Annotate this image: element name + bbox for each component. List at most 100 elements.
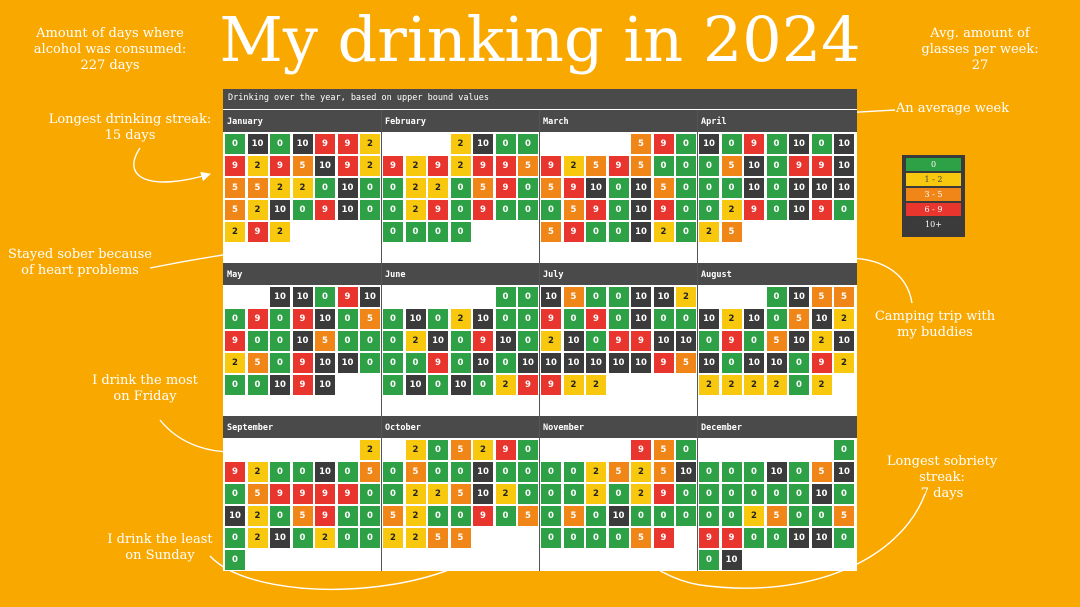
- day-cell: 0: [270, 331, 290, 351]
- day-cell: 0: [225, 528, 245, 548]
- day-cell: 5: [721, 156, 742, 176]
- day-cell: 0: [337, 528, 358, 548]
- day-cell: 9: [225, 331, 245, 351]
- annotation-line: An average week: [895, 101, 1010, 116]
- day-cell: 0: [789, 506, 809, 526]
- day-cell: 0: [608, 309, 629, 329]
- day-cell: 0: [225, 484, 245, 504]
- day-cell: 10: [608, 353, 629, 373]
- day-cell: 2: [631, 484, 651, 504]
- stat-line: alcohol was consumed:: [33, 42, 187, 57]
- day-cell: 0: [405, 353, 426, 373]
- day-cell: 0: [518, 309, 538, 329]
- day-cell: 0: [225, 134, 245, 154]
- day-cell: 9: [473, 156, 493, 176]
- day-cell: 10: [337, 178, 358, 198]
- day-cell: 5: [631, 156, 651, 176]
- day-cell: 0: [292, 462, 313, 482]
- day-cell: 0: [541, 484, 561, 504]
- day-cell: 0: [563, 528, 584, 548]
- day-cell: 9: [337, 484, 358, 504]
- day-cell: 0: [428, 440, 448, 460]
- day-cell: 10: [563, 353, 584, 373]
- day-cell: 0: [383, 375, 403, 395]
- day-cell: 0: [721, 353, 742, 373]
- day-cell: 10: [834, 331, 854, 351]
- annotation-line: on Friday: [113, 389, 177, 404]
- day-cell: 5: [292, 506, 313, 526]
- day-cell: 10: [473, 353, 493, 373]
- day-cell: 0: [744, 331, 764, 351]
- annotation-line: Camping trip with: [874, 309, 996, 324]
- day-cell: 0: [292, 200, 313, 220]
- days-consumed-stat: Amount of days where alcohol was consume…: [30, 26, 190, 74]
- day-cell: 5: [450, 484, 471, 504]
- day-cell: 9: [563, 222, 584, 242]
- day-cell: 2: [811, 331, 832, 351]
- day-cell: 0: [699, 178, 719, 198]
- day-cell: 0: [766, 287, 787, 307]
- day-cell: 9: [721, 528, 742, 548]
- day-cell: 9: [586, 309, 606, 329]
- day-cell: 0: [653, 506, 674, 526]
- day-cell: 0: [586, 287, 606, 307]
- day-cell: 2: [247, 156, 268, 176]
- day-cell: 10: [789, 528, 809, 548]
- day-cell: 0: [337, 331, 358, 351]
- day-cell: 10: [834, 134, 854, 154]
- day-cell: 0: [766, 178, 787, 198]
- legend-entry: 6 - 9: [906, 203, 961, 216]
- day-cell: 10: [789, 134, 809, 154]
- day-cell: 5: [428, 528, 448, 548]
- day-cell: 0: [789, 484, 809, 504]
- day-cell: 5: [653, 178, 674, 198]
- day-cell: 0: [383, 200, 403, 220]
- day-cell: 0: [721, 506, 742, 526]
- day-cell: 2: [450, 309, 471, 329]
- stat-line: Avg. amount of: [930, 26, 1030, 41]
- day-cell: 0: [653, 156, 674, 176]
- day-cell: 5: [360, 462, 380, 482]
- day-cell: 2: [405, 156, 426, 176]
- day-cell: 2: [631, 462, 651, 482]
- day-cell: 2: [699, 222, 719, 242]
- day-cell: 0: [450, 200, 471, 220]
- day-cell: 0: [450, 353, 471, 373]
- day-cell: 5: [247, 178, 268, 198]
- day-cell: 2: [586, 462, 606, 482]
- day-cell: 2: [699, 375, 719, 395]
- day-cell: 0: [495, 353, 516, 373]
- day-cell: 10: [270, 287, 290, 307]
- annotation-drink-most: I drink the most on Friday: [75, 373, 215, 405]
- day-cell: 5: [676, 353, 696, 373]
- day-cell: 0: [360, 484, 380, 504]
- month-label: April: [701, 117, 727, 127]
- day-cell: 0: [225, 550, 245, 570]
- day-cell: 10: [699, 309, 719, 329]
- day-cell: 9: [337, 287, 358, 307]
- day-cell: 0: [270, 506, 290, 526]
- month-label: June: [385, 270, 406, 280]
- day-cell: 9: [473, 200, 493, 220]
- day-cell: 2: [495, 375, 516, 395]
- annotation-drink-least: I drink the least on Sunday: [90, 532, 230, 564]
- day-cell: 10: [541, 353, 561, 373]
- day-cell: 2: [292, 178, 313, 198]
- day-cell: 5: [247, 484, 268, 504]
- day-cell: 0: [518, 287, 538, 307]
- day-cell: 0: [383, 222, 403, 242]
- day-cell: 0: [676, 440, 696, 460]
- day-cell: 9: [631, 331, 651, 351]
- day-cell: 9: [653, 200, 674, 220]
- day-cell: 2: [744, 506, 764, 526]
- day-cell: 10: [337, 200, 358, 220]
- day-cell: 10: [337, 353, 358, 373]
- day-cell: 9: [495, 178, 516, 198]
- day-cell: 10: [834, 178, 854, 198]
- day-cell: 0: [315, 178, 335, 198]
- day-cell: 10: [270, 375, 290, 395]
- stat-value: 227 days: [80, 58, 140, 73]
- day-cell: 2: [270, 222, 290, 242]
- day-cell: 9: [428, 353, 448, 373]
- day-cell: 0: [608, 200, 629, 220]
